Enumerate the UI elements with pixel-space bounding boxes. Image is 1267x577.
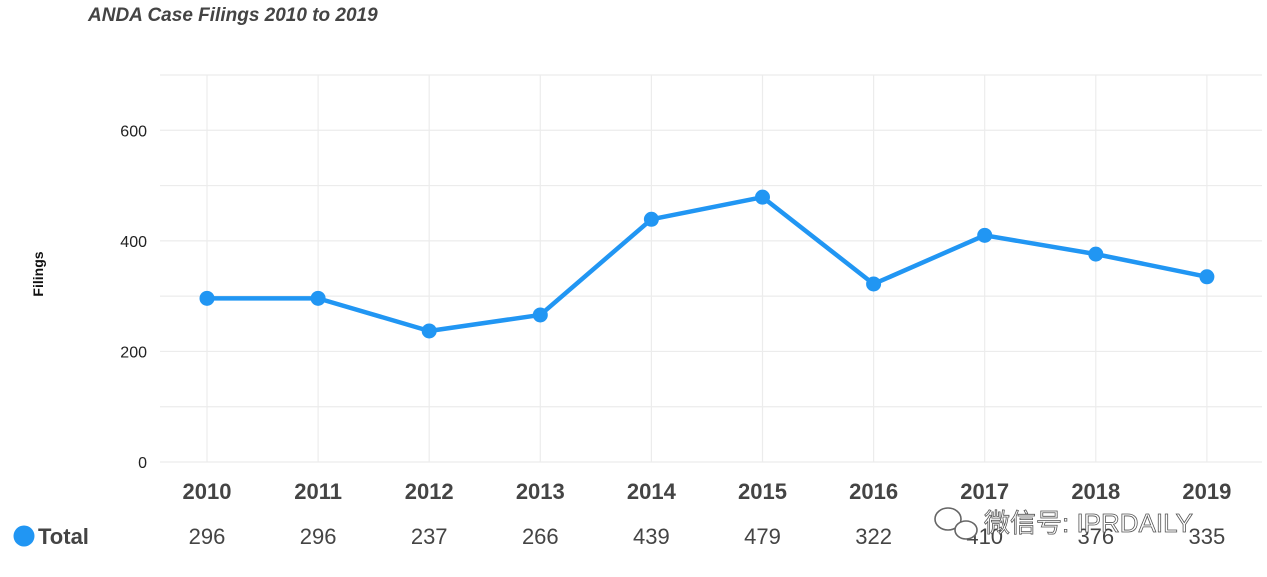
x-tick-label: 2015 [738,479,787,504]
legend-label[interactable]: Total [38,524,89,549]
table-value: 322 [855,524,892,549]
table-value: 296 [300,524,337,549]
data-point[interactable] [310,290,326,306]
data-point[interactable] [532,307,548,323]
data-point[interactable] [643,211,659,227]
watermark: 微信号: IPRDAILY [934,507,1193,540]
x-tick-label: 2013 [516,479,565,504]
data-point[interactable] [977,227,993,243]
table-value: 376 [1077,524,1114,549]
legend-marker[interactable] [13,525,35,547]
y-axis-label: Filings [30,251,46,296]
wechat-icon [934,507,978,540]
x-tick-label: 2014 [627,479,677,504]
wechat-bubble-small [954,520,978,540]
grid-layer [160,74,1262,463]
data-point[interactable] [1088,246,1104,262]
y-tick-label: 200 [120,344,147,361]
data-point[interactable] [755,189,770,205]
x-tick-label: 2017 [960,479,1009,504]
data-point[interactable] [199,290,215,306]
x-tick-label: 2012 [405,479,454,504]
wechat-bubble-large [934,507,962,531]
x-tick-label: 2016 [849,479,898,504]
series-layer [199,189,1215,339]
legend[interactable]: Total [13,524,89,549]
y-tick-label: 0 [138,455,147,472]
x-tick-label: 2011 [294,479,342,504]
y-tick-label: 600 [120,123,147,140]
table-value: 296 [189,524,226,549]
table-value: 266 [522,524,559,549]
table-value: 335 [1189,524,1226,549]
table-value: 439 [633,524,670,549]
watermark-text: 微信号: IPRDAILY [984,508,1193,538]
table-value: 237 [411,524,448,549]
x-tick-label: 2019 [1182,479,1231,504]
y-axis-ticks: 0 200 400 600 [120,123,147,472]
data-point[interactable] [866,276,882,292]
data-table-row: 296 296 237 266 439 479 322 410 376 335 [189,524,1226,549]
table-value: 479 [744,524,781,549]
series-line [204,194,1210,334]
data-point[interactable] [1199,269,1215,285]
x-tick-label: 2018 [1071,479,1120,504]
x-tick-label: 2010 [183,479,232,504]
x-axis-ticks: 2010 2011 2012 2013 2014 2015 2016 2017 2018 2019 [183,479,1232,504]
data-point[interactable] [421,323,437,339]
y-tick-label: 400 [120,234,147,251]
chart-title: ANDA Case Filings 2010 to 2019 [87,5,378,26]
